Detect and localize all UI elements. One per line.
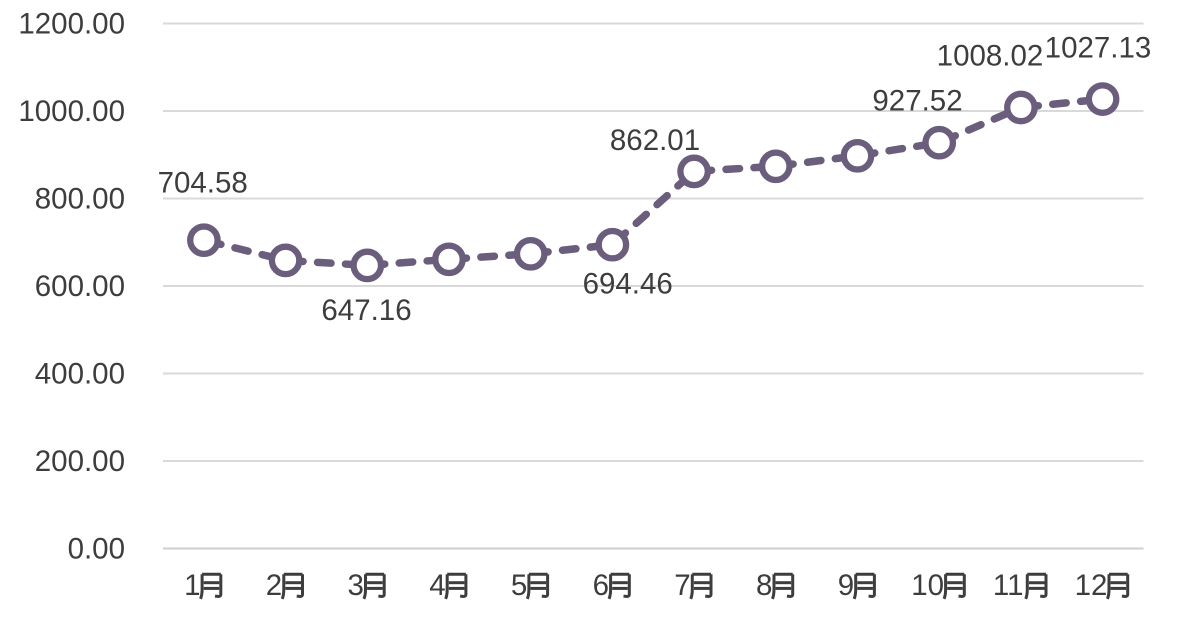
svg-text:1200.00: 1200.00 xyxy=(18,7,125,40)
svg-text:200.00: 200.00 xyxy=(35,445,125,478)
svg-text:927.52: 927.52 xyxy=(872,85,962,118)
svg-text:694.46: 694.46 xyxy=(583,268,673,301)
svg-text:400.00: 400.00 xyxy=(35,357,125,390)
svg-text:1008.02: 1008.02 xyxy=(937,40,1044,73)
svg-text:3: 3 xyxy=(348,569,364,602)
svg-text:11: 11 xyxy=(993,569,1024,602)
svg-text:4: 4 xyxy=(429,569,445,602)
svg-text:0.00: 0.00 xyxy=(68,532,125,565)
svg-text:6: 6 xyxy=(593,569,609,602)
svg-text:704.58: 704.58 xyxy=(158,167,248,200)
svg-text:1: 1 xyxy=(184,569,200,602)
svg-text:9: 9 xyxy=(838,569,854,602)
svg-text:8: 8 xyxy=(756,569,772,602)
svg-text:1027.13: 1027.13 xyxy=(1045,32,1152,65)
svg-text:5: 5 xyxy=(511,569,527,602)
svg-text:862.01: 862.01 xyxy=(610,124,700,157)
svg-text:2: 2 xyxy=(266,569,282,602)
svg-text:647.16: 647.16 xyxy=(321,294,411,327)
svg-text:800.00: 800.00 xyxy=(35,182,125,215)
svg-text:600.00: 600.00 xyxy=(35,270,125,303)
svg-text:10: 10 xyxy=(911,569,944,602)
svg-text:7: 7 xyxy=(674,569,690,602)
svg-text:12: 12 xyxy=(1075,569,1108,602)
svg-text:1000.00: 1000.00 xyxy=(18,95,125,128)
